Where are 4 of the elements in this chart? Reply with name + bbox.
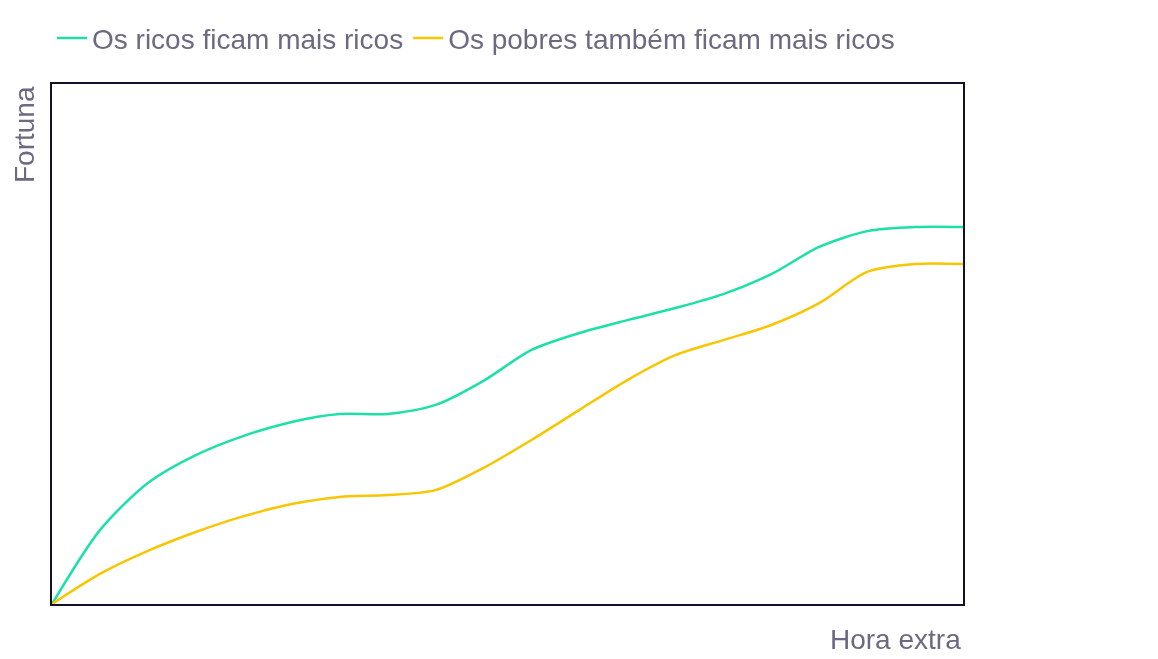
y-axis-title: Fortuna [9, 86, 40, 183]
x-axis-title: Hora extra [830, 624, 962, 655]
legend-label: Os ricos ficam mais ricos [92, 23, 404, 55]
legend-label: Os pobres também ficam mais ricos [448, 23, 895, 55]
